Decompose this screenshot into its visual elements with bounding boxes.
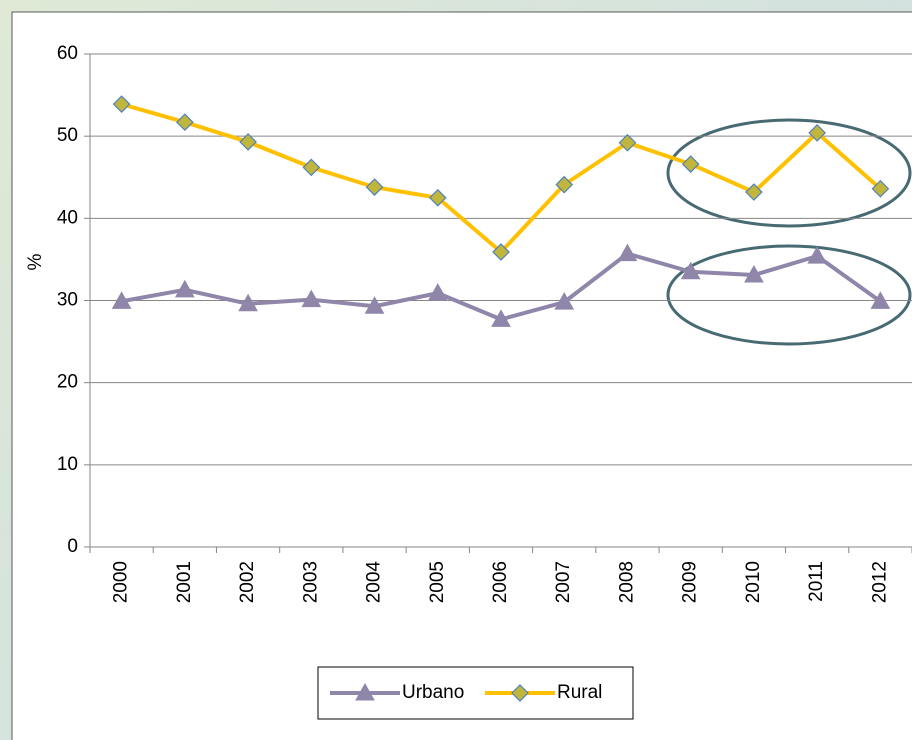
point <box>555 175 574 194</box>
point <box>174 279 195 298</box>
y-tick-label: 30 <box>57 290 78 311</box>
point <box>554 292 575 310</box>
x-tick-label: 2005 <box>427 561 448 603</box>
y-tick-label: 10 <box>57 454 78 475</box>
legend-label: Rural <box>557 682 602 703</box>
chart-area <box>11 11 912 740</box>
point <box>175 113 194 132</box>
x-tick-label: 2007 <box>553 561 574 603</box>
point <box>364 296 385 314</box>
point <box>301 289 322 308</box>
y-axis-label: % <box>25 253 46 270</box>
y-tick-label: 0 <box>67 536 78 557</box>
point <box>745 183 763 201</box>
y-tick-label: 50 <box>57 125 78 146</box>
highlight-ellipse <box>666 118 912 228</box>
legend-label: Urbano <box>402 682 464 703</box>
y-tick-label: 20 <box>57 372 78 393</box>
point <box>680 261 701 280</box>
x-tick-label: 2010 <box>743 561 764 603</box>
x-tick-label: 2004 <box>364 561 385 604</box>
highlight-ellipse <box>666 244 912 346</box>
point <box>492 243 510 261</box>
point <box>618 133 637 152</box>
point <box>238 293 258 312</box>
point <box>112 95 131 113</box>
point <box>870 291 891 309</box>
point <box>681 155 700 173</box>
point <box>111 291 132 309</box>
x-tick-label: 2000 <box>111 561 132 603</box>
point <box>871 179 890 198</box>
y-tick-label: 40 <box>57 207 78 228</box>
point <box>744 265 764 283</box>
point <box>302 158 321 177</box>
point <box>808 124 827 142</box>
point <box>239 133 257 151</box>
point <box>617 243 638 262</box>
x-tick-label: 2003 <box>300 561 321 603</box>
point <box>491 309 511 327</box>
point <box>807 246 828 264</box>
point <box>428 188 447 207</box>
point <box>427 283 448 301</box>
x-tick-label: 2012 <box>869 561 890 603</box>
point <box>365 178 384 196</box>
x-tick-label: 2011 <box>806 561 827 602</box>
x-tick-label: 2002 <box>237 561 258 603</box>
legend-marker <box>355 682 375 701</box>
y-tick-label: 60 <box>57 43 78 64</box>
legend-marker <box>511 684 529 702</box>
x-tick-label: 2001 <box>174 561 195 603</box>
x-tick-label: 2009 <box>680 561 701 603</box>
x-tick-label: 2006 <box>490 561 511 603</box>
x-tick-label: 2008 <box>616 561 637 603</box>
